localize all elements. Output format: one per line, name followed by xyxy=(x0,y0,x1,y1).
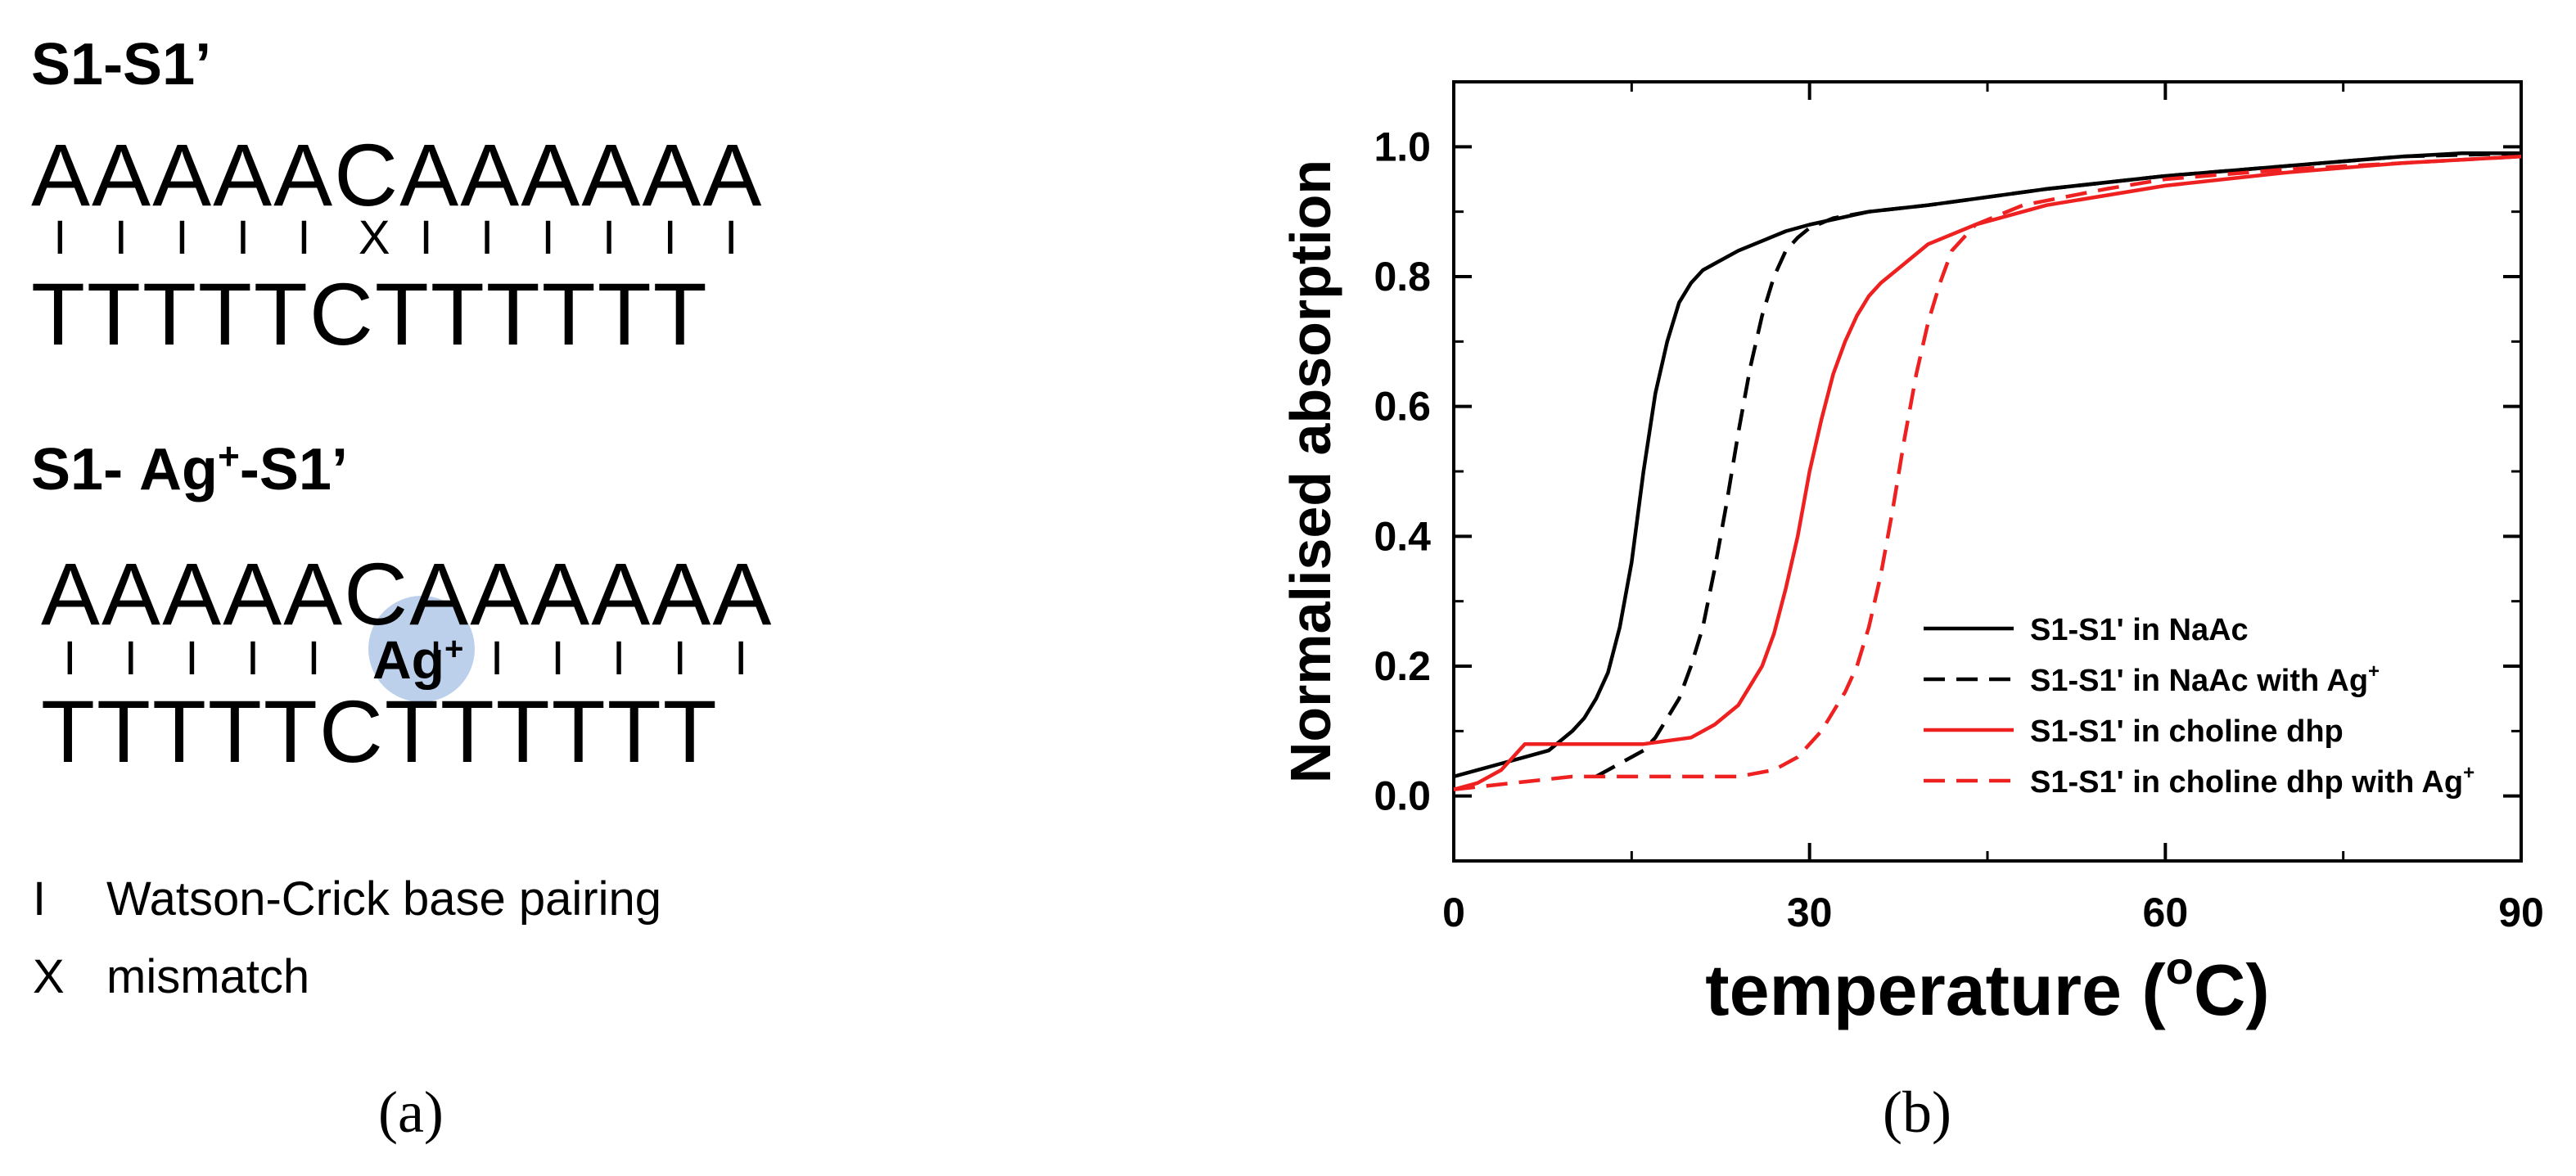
key-symbol-mismatch: X xyxy=(33,950,65,1003)
x-tick-label: 60 xyxy=(2143,890,2189,935)
key-symbol-pairing: I xyxy=(33,872,47,926)
key-text-mismatch: mismatch xyxy=(106,950,310,1003)
x-tick-label: 90 xyxy=(2498,890,2544,935)
y-axis-label: Normalised absorption xyxy=(1279,160,1342,783)
y-tick-label: 0.0 xyxy=(1374,773,1431,819)
duplex2-title-suffix: -S1’ xyxy=(239,437,348,502)
pair-marker: I xyxy=(175,211,189,264)
duplex2-title-prefix: S1- Ag xyxy=(31,437,219,502)
pair-marker: I xyxy=(429,632,443,685)
x-tick-label: 30 xyxy=(1787,890,1833,935)
y-tick-label: 0.6 xyxy=(1374,384,1431,430)
duplex2-bottom-strand: TTTTTCTTTTTT xyxy=(41,682,719,781)
pair-marker: I xyxy=(124,632,138,685)
silver-ion-label: Ag+ xyxy=(372,629,463,691)
y-tick-label: 0.2 xyxy=(1374,643,1431,689)
duplex2-title-sup: + xyxy=(218,435,240,477)
pair-marker: I xyxy=(297,211,311,264)
ion-label: Ag xyxy=(372,629,444,690)
pair-marker: I xyxy=(602,211,616,264)
pair-marker: I xyxy=(612,632,626,685)
pair-marker: I xyxy=(663,211,677,264)
legend-label-3: S1-S1' in choline dhp xyxy=(2030,714,2344,749)
x-axis-label-end: C) xyxy=(2194,949,2270,1030)
legend-label-text: S1-S1' in choline dhp xyxy=(2030,714,2344,749)
pair-marker: I xyxy=(734,632,748,685)
pair-marker: I xyxy=(63,632,77,685)
x-axis-label-main: temperature ( xyxy=(1705,949,2166,1030)
y-tick-label: 1.0 xyxy=(1374,124,1431,169)
pair-marker: I xyxy=(673,632,687,685)
legend-label-text: S1-S1' in choline dhp with Ag xyxy=(2030,765,2463,800)
series-line-4 xyxy=(1453,154,2522,791)
legend-label-sup: + xyxy=(2368,660,2380,683)
key-text-pairing: Watson-Crick base pairing xyxy=(106,872,661,926)
x-axis-label: temperature (oC) xyxy=(1705,942,2269,1030)
pair-marker: I xyxy=(551,632,565,685)
pair-marker: I xyxy=(480,211,494,264)
legend-label-text: S1-S1' in NaAc with Ag xyxy=(2030,664,2368,698)
legend-label-4: S1-S1' in choline dhp with Ag+ xyxy=(2030,762,2474,800)
legend-label-2: S1-S1' in NaAc with Ag+ xyxy=(2030,660,2380,698)
duplex2-top-strand: AAAAACAAAAAA xyxy=(41,544,774,643)
x-tick-label: 0 xyxy=(1442,890,1465,935)
pair-marker: X xyxy=(358,211,390,264)
caption-b: (b) xyxy=(1883,1079,1951,1145)
pair-marker: I xyxy=(185,632,199,685)
pair-marker: I xyxy=(114,211,128,264)
pair-marker: I xyxy=(724,211,738,264)
pair-marker: I xyxy=(246,632,259,685)
series-line-2 xyxy=(1595,151,2522,778)
pair-marker: I xyxy=(489,632,504,685)
ion-sup: + xyxy=(444,631,464,667)
legend-label-sup: + xyxy=(2463,762,2474,784)
legend-label-text: S1-S1' in NaAc xyxy=(2030,613,2249,647)
pair-marker: I xyxy=(307,632,321,685)
pair-marker: I xyxy=(236,211,250,264)
duplex1-top-strand: AAAAACAAAAAA xyxy=(31,125,764,224)
x-axis-label-sup: o xyxy=(2166,942,2194,994)
key-row-pairing: I Watson-Crick base pairing xyxy=(33,872,661,926)
y-tick-label: 0.8 xyxy=(1374,254,1431,300)
duplex2-title: S1- Ag+-S1’ xyxy=(31,434,348,503)
duplex1-title: S1-S1’ xyxy=(31,32,212,97)
pair-marker: I xyxy=(541,211,555,264)
duplex1-bottom-strand: TTTTTCTTTTTT xyxy=(31,264,709,363)
pair-marker: I xyxy=(419,211,433,264)
pair-marker: I xyxy=(53,211,67,264)
legend-label-1: S1-S1' in NaAc xyxy=(2030,613,2249,647)
series-line-1 xyxy=(1453,151,2521,779)
caption-a: (a) xyxy=(378,1079,444,1145)
y-tick-label: 0.4 xyxy=(1374,513,1431,559)
silver-ion-highlight xyxy=(368,596,475,702)
